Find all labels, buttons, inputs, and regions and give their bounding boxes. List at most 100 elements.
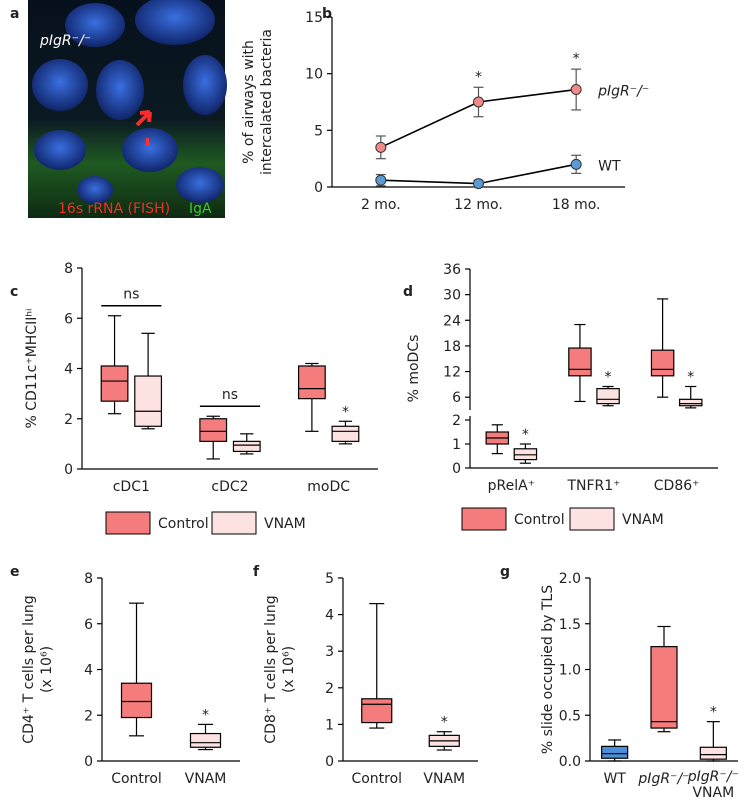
y-tick-label: 10 [305,67,323,83]
y-tick-label: 4 [84,663,93,679]
box [568,347,592,377]
y-tick-label: 2 [452,413,461,429]
series-label: WT [598,158,621,174]
significance: ns [222,387,238,403]
y-axis-label: (x 10⁶) [39,646,55,693]
y-tick-label: 24 [443,313,461,329]
significance: * [342,404,349,420]
y-axis-label: intercalated bacteria [259,29,275,175]
box [120,682,153,719]
y-tick-label: 0 [325,754,334,770]
x-tick-label: 18 mo. [552,197,601,213]
y-axis-label: CD4⁺ T cells per lung [21,595,37,743]
y-tick-label: 4 [64,362,73,378]
y-tick-label: 5 [325,571,334,587]
image-caption: 16s rRNA (FISH) [58,201,170,217]
x-tick-label: VNAM [423,771,465,787]
significance: * [573,51,580,67]
y-tick-label: 12 [443,365,461,381]
box [134,375,163,427]
panel-letter: d [403,284,413,300]
box [678,398,703,407]
significance: * [605,370,612,386]
image-caption: IgA [189,201,212,217]
y-tick-label: 8 [84,571,93,587]
box [232,440,261,453]
significance: * [710,705,717,721]
legend-swatch [211,511,257,535]
y-tick-label: 8 [64,261,73,277]
y-tick-label: 2 [64,412,73,428]
x-tick-label: pIgR⁻/⁻ [637,771,689,787]
x-tick-label: VNAM [185,771,227,787]
y-tick-label: 0.5 [559,708,581,724]
y-tick-label: 2.0 [559,571,581,587]
y-tick-label: 1 [325,717,334,733]
y-tick-label: 4 [325,608,334,624]
y-tick-label: 6 [64,311,73,327]
y-tick-label: 0 [314,180,323,196]
legend-swatch [105,511,151,535]
significance: * [522,427,529,443]
point [375,141,387,153]
point [570,84,582,96]
x-tick-label: pIgR⁻/⁻ [687,769,739,785]
box [199,418,228,442]
x-tick-label: Control [111,771,162,787]
x-tick-label: 12 mo. [454,197,503,213]
legend-swatch [569,507,615,531]
image-label: pIgR⁻/⁻ [39,33,91,49]
x-tick-label: Control [351,771,402,787]
y-tick-label: 30 [443,288,461,304]
legend-label: Control [514,512,565,528]
y-tick-label: 2 [325,681,334,697]
x-tick-label: CD86⁺ [654,478,700,494]
x-tick-label: TNFR1⁺ [566,478,620,494]
box [601,745,629,759]
panel-letter: b [322,6,332,22]
point [473,178,484,190]
y-tick-label: 2 [84,708,93,724]
y-tick-label: 0 [452,461,461,477]
y-tick-label: 0 [84,754,93,770]
series-label: pIgR⁻/⁻ [597,84,649,100]
y-axis-label: (x 10⁶) [281,646,297,693]
box [361,698,393,724]
y-tick-label: 15 [305,10,323,26]
box [297,365,326,400]
y-tick-label: 6 [452,390,461,406]
box [189,732,222,748]
significance: * [441,715,448,731]
y-tick-label: 1.5 [559,617,581,633]
y-tick-label: 5 [314,123,323,139]
y-tick-label: 0.0 [559,754,581,770]
legend-label: VNAM [622,512,664,528]
y-axis-label: CD8⁺ T cells per lung [263,595,279,743]
y-tick-label: 36 [443,262,461,278]
panel-letter: a [10,6,19,22]
micrograph [28,0,227,218]
point [375,174,387,186]
box [100,365,129,402]
x-tick-label: WT [603,771,626,787]
x-tick-label: cDC1 [113,479,150,495]
y-tick-label: 1.0 [559,663,581,679]
legend-label: VNAM [264,516,306,532]
x-tick-label: 2 mo. [361,197,401,213]
y-tick-label: 6 [84,617,93,633]
box [650,349,675,377]
y-tick-label: 3 [325,644,334,660]
y-tick-label: 1 [452,437,461,453]
legend-swatch [461,507,507,531]
box [331,425,360,442]
legend-label: Control [158,516,209,532]
significance: * [202,707,209,723]
significance: * [475,69,482,85]
y-tick-label: 0 [64,462,73,478]
significance: * [687,370,694,386]
y-axis-label: % slide occupied by TLS [540,585,556,754]
point [570,158,582,170]
box [650,646,678,729]
